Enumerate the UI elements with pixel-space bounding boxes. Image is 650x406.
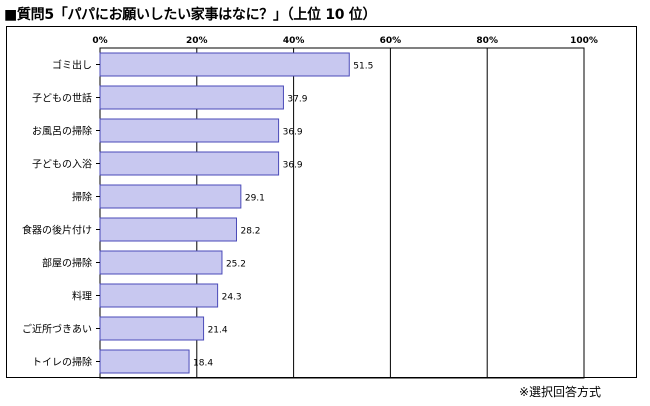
category-label: 料理 <box>72 290 92 303</box>
value-label: 18.4 <box>193 359 213 369</box>
bar <box>99 283 219 308</box>
category-label: お風呂の掃除 <box>32 125 92 138</box>
bar <box>99 316 205 341</box>
value-label: 51.5 <box>353 62 373 72</box>
bar <box>99 250 223 275</box>
x-tick-label: 0% <box>92 36 107 46</box>
bar <box>99 85 284 110</box>
bar <box>99 217 237 242</box>
value-label: 28.2 <box>240 227 260 237</box>
category-label: 掃除 <box>72 191 92 204</box>
bar <box>99 184 242 209</box>
category-label: 子どもの世話 <box>32 92 92 105</box>
x-tick-label: 100% <box>570 36 598 46</box>
x-tick-label: 40% <box>283 36 305 46</box>
footnote: ※選択回答方式 <box>519 385 602 399</box>
category-label: ご近所づきあい <box>22 323 92 336</box>
category-label: ゴミ出し <box>52 59 92 72</box>
bar <box>99 118 280 143</box>
value-label: 24.3 <box>222 293 242 303</box>
bar <box>99 349 190 374</box>
bar <box>99 151 280 176</box>
category-label: 子どもの入浴 <box>32 159 92 171</box>
page-title: ■質問5「パパにお願いしたい家事はなに？」（上位 10 位） <box>4 7 377 23</box>
value-label: 37.9 <box>287 95 307 105</box>
value-label: 29.1 <box>245 194 265 204</box>
category-label: 食器の後片付け <box>22 224 92 237</box>
x-tick-label: 20% <box>186 36 208 46</box>
x-tick-label: 60% <box>380 36 402 46</box>
category-label: トイレの掃除 <box>32 356 92 369</box>
bar <box>99 52 350 77</box>
category-label: 部屋の掃除 <box>42 257 92 270</box>
value-label: 25.2 <box>226 260 246 270</box>
plot-area <box>99 47 585 379</box>
value-label: 36.9 <box>283 161 303 171</box>
value-label: 36.9 <box>283 128 303 138</box>
x-tick-label: 80% <box>476 36 498 46</box>
value-label: 21.4 <box>208 326 228 336</box>
